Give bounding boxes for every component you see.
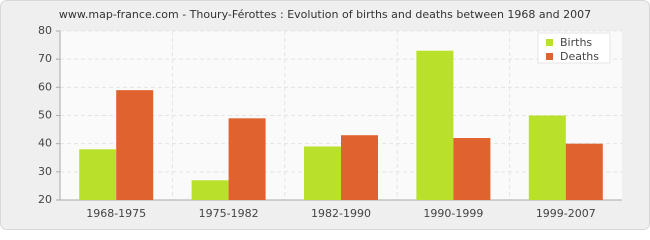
bar bbox=[228, 118, 266, 200]
x-tick-label: 1975-1982 bbox=[199, 207, 259, 220]
bar bbox=[191, 180, 229, 200]
legend-label: Births bbox=[560, 36, 592, 49]
chart-title: www.map-france.com - Thoury-Férottes : E… bbox=[59, 8, 591, 21]
bar bbox=[79, 149, 117, 200]
bar bbox=[341, 135, 378, 200]
x-tick-label: 1982-1990 bbox=[311, 207, 371, 220]
y-tick-label: 40 bbox=[38, 137, 52, 150]
bar bbox=[304, 146, 341, 200]
y-tick-label: 70 bbox=[38, 52, 52, 65]
x-tick-label: 1990-1999 bbox=[423, 207, 483, 220]
y-tick-label: 50 bbox=[38, 109, 52, 122]
bar bbox=[565, 143, 603, 200]
x-tick-label: 1968-1975 bbox=[86, 207, 146, 220]
y-tick-label: 60 bbox=[38, 80, 52, 93]
legend-swatch bbox=[546, 53, 553, 60]
x-tick-label: 1999-2007 bbox=[536, 207, 596, 220]
y-tick-label: 20 bbox=[38, 193, 52, 206]
bar bbox=[116, 90, 154, 200]
y-tick-label: 30 bbox=[38, 165, 52, 178]
bar bbox=[528, 115, 566, 200]
bar bbox=[416, 50, 454, 200]
chart: www.map-france.com - Thoury-Férottes : E… bbox=[0, 0, 650, 230]
legend-label: Deaths bbox=[560, 50, 599, 63]
legend-swatch bbox=[546, 39, 553, 46]
y-tick-label: 80 bbox=[38, 24, 52, 37]
bar bbox=[453, 138, 491, 200]
